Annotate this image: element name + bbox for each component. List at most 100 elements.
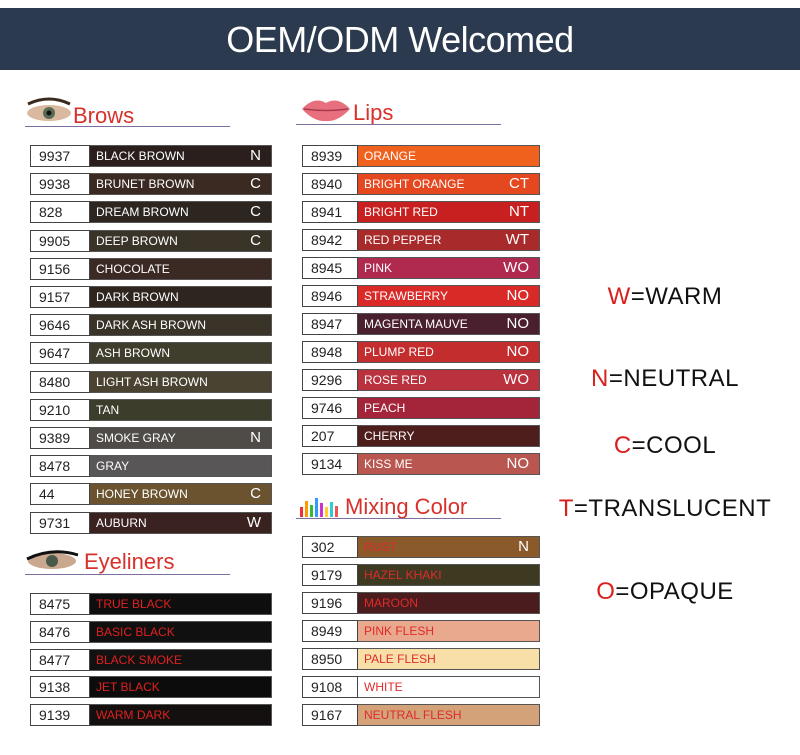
- color-name: TAN: [96, 402, 120, 417]
- color-bar: DARK BROWN: [90, 286, 272, 308]
- color-bar: KISS ME NO: [358, 453, 540, 475]
- color-name: AUBURN: [96, 515, 147, 530]
- color-code: 9139: [30, 704, 90, 727]
- color-name: ASH BROWN: [96, 346, 171, 361]
- color-bar: PINK WO: [358, 257, 540, 279]
- color-code: 8476: [30, 620, 90, 643]
- color-bar: TRUE BLACK: [90, 593, 272, 615]
- color-bar: CHERRY: [358, 425, 540, 447]
- color-name: KISS ME: [364, 457, 413, 471]
- color-name: PALE FLESH: [364, 652, 436, 666]
- color-code: 8478: [30, 455, 90, 478]
- section-title: Brows: [73, 103, 135, 128]
- section-rule: [25, 574, 230, 575]
- section-title: Lips: [353, 100, 394, 125]
- legend-entry: C=COOL: [550, 432, 780, 460]
- color-bar: DARK ASH BROWN: [90, 314, 272, 337]
- color-bar: HAZEL KHAKI: [358, 564, 540, 586]
- color-name: GRAY: [96, 459, 130, 474]
- legend-text: =OPAQUE: [615, 578, 734, 605]
- color-name: BRUNET BROWN: [96, 177, 195, 192]
- eye-icon: [27, 97, 71, 121]
- color-tag: WO: [503, 371, 529, 388]
- color-bar: PLUMP RED NO: [358, 341, 540, 363]
- color-bar: TAN: [90, 398, 272, 421]
- color-code: 8948: [302, 341, 358, 363]
- section-rule: [25, 126, 230, 127]
- color-name: DARK ASH BROWN: [96, 318, 207, 333]
- color-code: 8950: [302, 648, 358, 670]
- color-name: CHERRY: [364, 429, 415, 443]
- color-bar: NEUTRAL FLESH: [358, 704, 540, 726]
- color-bar: ROSE RED WO: [358, 369, 540, 391]
- color-code: 8941: [302, 201, 358, 223]
- color-bar: ORANGE: [358, 145, 540, 167]
- color-name: STRAWBERRY: [364, 289, 449, 303]
- color-tag: N: [250, 147, 261, 164]
- color-bar: LIGHT ASH BROWN: [90, 370, 272, 393]
- section-title: Eyeliners: [84, 549, 175, 574]
- lips-icon: [302, 100, 350, 122]
- color-tag: N: [518, 538, 529, 555]
- color-code: 9647: [30, 342, 90, 365]
- color-code: 9108: [302, 676, 358, 698]
- color-code: 8480: [30, 370, 90, 393]
- color-name: LIGHT ASH BROWN: [96, 374, 208, 389]
- color-bar: MAGENTA MAUVE NO: [358, 313, 540, 335]
- color-bar: DREAM BROWN C: [90, 201, 272, 224]
- color-bar: BLACK BROWN N: [90, 145, 272, 167]
- color-code: 8945: [302, 257, 358, 279]
- legend-entry: W=WARM: [550, 283, 780, 311]
- color-tag: C: [250, 485, 261, 503]
- color-code: 9389: [30, 427, 90, 449]
- color-bar: PINK FLESH: [358, 620, 540, 642]
- color-bar: BLACK SMOKE: [90, 648, 272, 671]
- color-tag: W: [246, 513, 261, 531]
- color-code: 9938: [30, 173, 90, 196]
- color-name: ORANGE: [364, 149, 417, 163]
- legend-letter: O: [596, 578, 616, 605]
- color-name: BRIGHT RED: [364, 205, 438, 219]
- color-code: 44: [30, 483, 90, 506]
- color-code: 8940: [302, 173, 358, 195]
- color-name: PLUMP RED: [364, 345, 434, 359]
- color-code: 9731: [30, 511, 90, 534]
- color-name: MAROON: [364, 596, 418, 610]
- color-bar: MAROON: [358, 592, 540, 614]
- legend-text: =TRANSLUCENT: [573, 495, 772, 522]
- banner-title: OEM/ODM Welcomed: [226, 19, 574, 60]
- color-code: 8947: [302, 313, 358, 335]
- color-tag: N: [250, 429, 261, 446]
- section-title: Mixing Color: [345, 494, 468, 519]
- color-bar: HONEY BROWN C: [90, 483, 272, 506]
- color-bar: SMOKE GRAY N: [90, 427, 272, 449]
- color-name: SMOKE GRAY: [96, 431, 176, 445]
- eyeliner-icon: [26, 550, 79, 569]
- color-bar: RUST N: [358, 536, 540, 558]
- color-bar: PEACH: [358, 397, 540, 419]
- color-tag: C: [250, 203, 261, 221]
- color-name: JET BLACK: [96, 680, 160, 695]
- color-tag: WO: [503, 259, 529, 276]
- color-tag: CT: [509, 175, 529, 192]
- legend-letter: N: [591, 365, 609, 392]
- color-code: 8942: [302, 229, 358, 251]
- legend-text: =COOL: [631, 432, 717, 459]
- color-code: 828: [30, 201, 90, 224]
- color-name: HAZEL KHAKI: [364, 568, 442, 582]
- color-name: WHITE: [364, 680, 403, 694]
- color-code: 8946: [302, 285, 358, 307]
- color-bar: BRIGHT RED NT: [358, 201, 540, 223]
- color-name: DREAM BROWN: [96, 205, 189, 220]
- color-tag: NT: [509, 203, 529, 220]
- color-bar: CHOCOLATE: [90, 257, 272, 280]
- color-name: BLACK SMOKE: [96, 652, 183, 667]
- color-code: 9134: [302, 453, 358, 475]
- color-name: PINK: [364, 261, 393, 275]
- color-bar: PALE FLESH: [358, 648, 540, 670]
- color-name: WARM DARK: [96, 708, 171, 723]
- color-name: DEEP BROWN: [96, 233, 178, 248]
- legend-entry: N=NEUTRAL: [550, 365, 780, 393]
- color-name: TRUE BLACK: [96, 597, 172, 611]
- color-name: HONEY BROWN: [96, 487, 188, 502]
